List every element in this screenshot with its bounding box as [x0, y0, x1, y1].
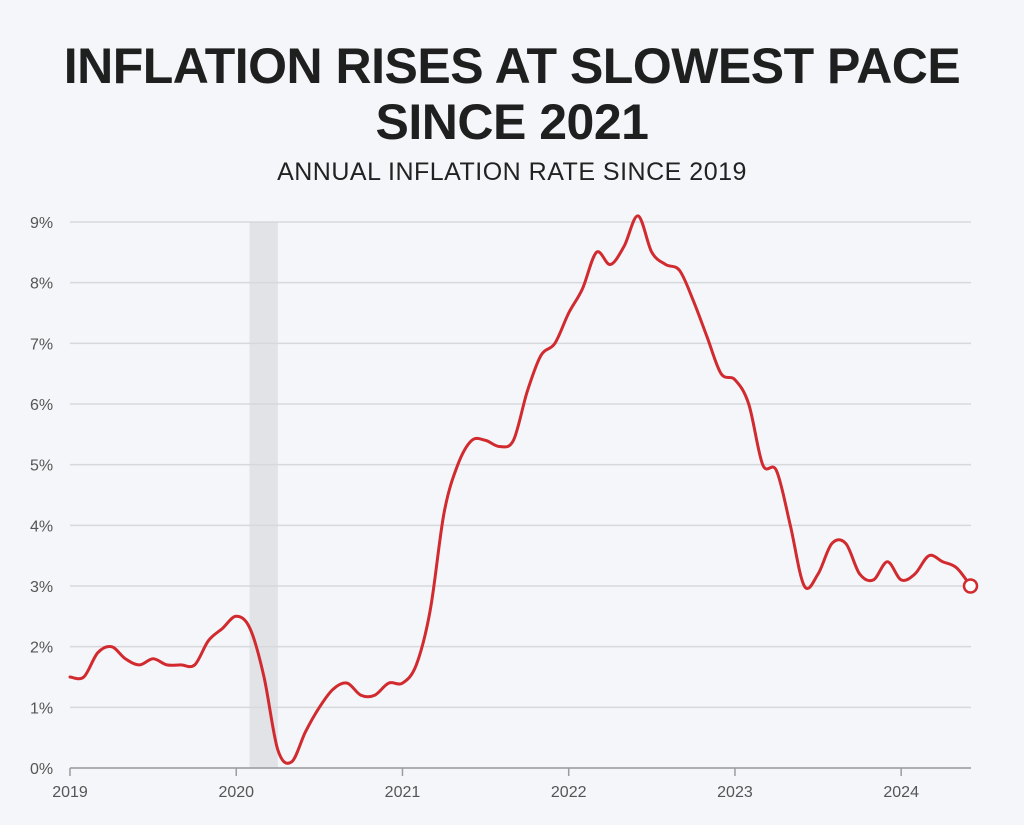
series-layer [68, 214, 979, 765]
y-tick-label: 6% [30, 397, 53, 414]
y-tick-label: 0% [30, 761, 53, 778]
y-axis: 0% 1% 2% 3% 4% 5% 6% 7% 8% 9% [30, 215, 53, 778]
grid-layer [70, 221, 971, 769]
series-line-annual-inflation [68, 214, 972, 765]
y-tick-label: 9% [30, 215, 53, 232]
x-tick-label: 2020 [218, 784, 254, 801]
y-tick-label: 3% [30, 579, 53, 596]
y-tick-label: 7% [30, 336, 53, 353]
x-axis: 2019 2020 2021 2022 2023 2024 [52, 767, 971, 801]
y-tick-label: 1% [30, 700, 53, 717]
chart-subtitle: ANNUAL INFLATION RATE SINCE 2019 [277, 158, 747, 186]
chart-title-line-2: SINCE 2021 [375, 94, 649, 150]
y-tick-label: 8% [30, 276, 53, 293]
y-tick-label: 5% [30, 458, 53, 475]
x-tick-label: 2019 [52, 784, 88, 801]
series-end-marker [962, 578, 979, 594]
x-tick-label: 2024 [883, 784, 919, 801]
x-tick-label: 2021 [385, 784, 421, 801]
x-tick-label: 2022 [551, 784, 587, 801]
shade-layer [249, 222, 278, 768]
chart-title: INFLATION RISES AT SLOWEST PACE SINCE 20… [0, 38, 1024, 150]
x-tick-label: 2023 [717, 784, 753, 801]
y-tick-label: 2% [30, 640, 53, 657]
recession-shade [249, 222, 278, 768]
chart-title-line-1: INFLATION RISES AT SLOWEST PACE [63, 38, 961, 94]
y-tick-label: 4% [30, 518, 53, 535]
